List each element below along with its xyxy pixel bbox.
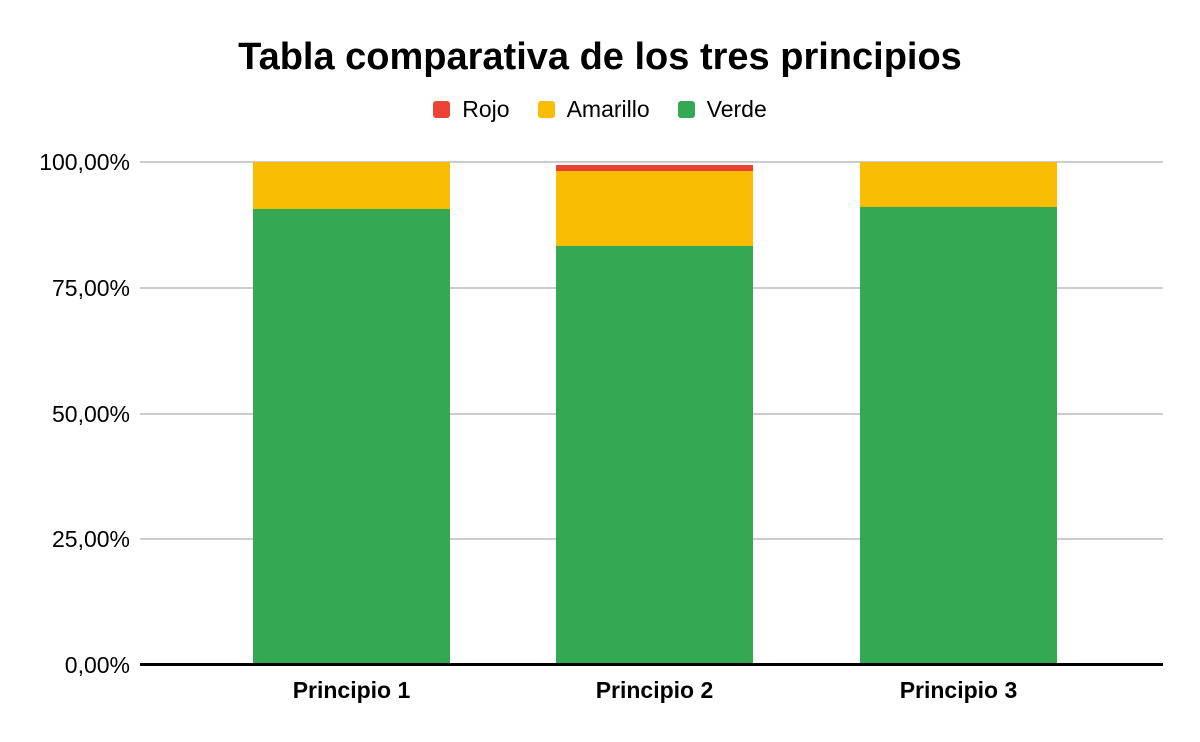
x-axis-line [140,663,1163,666]
y-tick-label-0: 0,00% [64,652,130,678]
gridline-100 [140,161,1163,163]
chart-legend: Rojo Amarillo Verde [0,96,1200,122]
bar-segment-principio-2-amarillo [556,170,753,246]
y-tick-label-75: 75,00% [51,274,130,301]
y-tick-label-50: 50,00% [51,400,130,427]
chart-title: Tabla comparativa de los tres principios [238,36,962,78]
legend-item-amarillo: Amarillo [537,96,650,122]
legend-swatch-amarillo [537,100,555,118]
legend-item-verde: Verde [677,96,767,122]
bar-segment-principio-3-verde [860,207,1057,665]
y-tick-label-100: 100,00% [39,149,130,175]
x-axis-label-principio-1: Principio 1 [292,677,411,703]
x-axis-label-principio-3: Principio 3 [899,677,1018,703]
legend-label: Rojo [462,96,510,122]
bar-segment-principio-2-verde [556,245,753,665]
y-axis-labels: 0,00% 25,00% 50,00% 75,00% 100,00% [0,149,130,678]
bar-segment-principio-1-amarillo [253,162,450,210]
legend-swatch-verde [677,100,695,118]
x-axis-labels: Principio 1 Principio 2 Principio 3 [140,677,1163,707]
y-tick-label-25: 25,00% [51,526,130,553]
bar-segment-principio-3-amarillo [860,162,1057,208]
plot-area [140,161,1163,666]
x-axis-label-principio-2: Principio 2 [595,677,714,703]
bar-segment-principio-2-rojo [556,164,753,171]
legend-label: Verde [706,96,767,122]
legend-label: Amarillo [566,96,650,122]
legend-swatch-rojo [433,100,451,118]
legend-item-rojo: Rojo [433,96,510,122]
bar-segment-principio-1-verde [253,209,450,665]
